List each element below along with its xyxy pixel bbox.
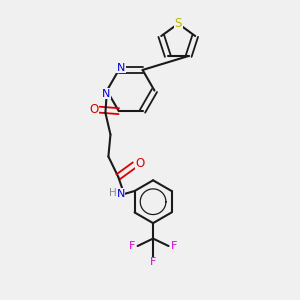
Text: F: F	[150, 257, 156, 267]
Text: F: F	[129, 241, 136, 251]
Text: F: F	[171, 241, 177, 251]
Text: H: H	[109, 188, 117, 198]
Text: N: N	[116, 189, 125, 199]
Text: S: S	[175, 17, 182, 30]
Text: O: O	[135, 157, 145, 170]
Text: O: O	[89, 103, 99, 116]
Text: N: N	[117, 63, 125, 73]
Text: N: N	[102, 88, 110, 98]
